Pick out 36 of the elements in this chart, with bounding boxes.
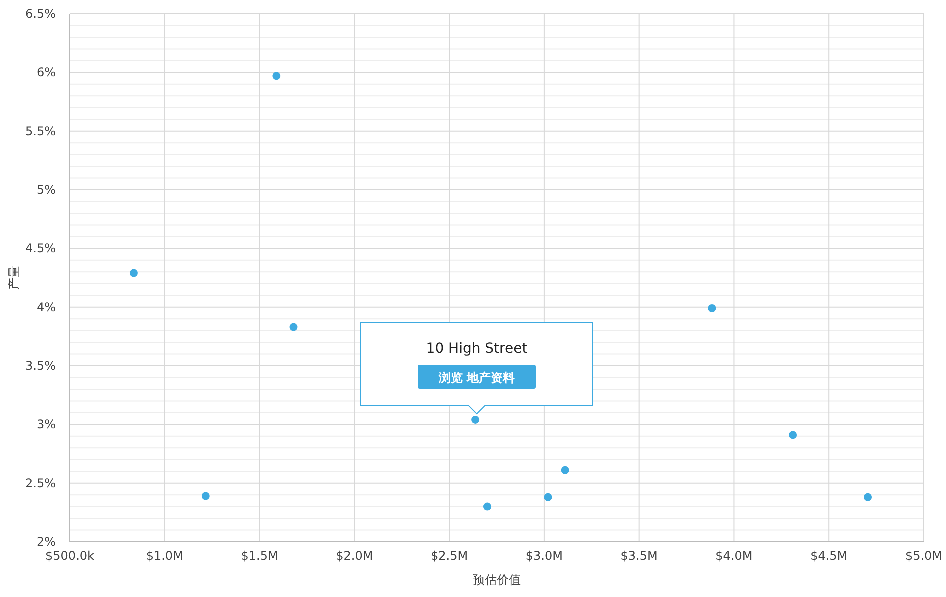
y-tick-label: 2.5% [26,476,56,490]
point [272,72,281,80]
y-tick-label: 4.5% [26,242,56,256]
y-tick-label: 3% [36,418,56,432]
point [290,323,298,332]
x-tick-label: $3.5M [620,549,658,563]
x-tick-label: $1.5M [241,549,278,563]
point [202,492,210,500]
y-tick-label: 6.5% [26,7,56,21]
y-tick-label: 3.5% [26,359,56,373]
x-tick-label: $4.5M [810,549,848,563]
y-tick-label: 5.5% [26,124,56,138]
point [864,493,872,502]
point [484,502,492,511]
point [544,493,552,502]
point [561,466,570,474]
y-tick-label: 2% [36,535,56,549]
x-tick-label: $5.0M [905,549,943,563]
point [708,304,716,313]
x-tick-label: $2.5M [431,549,468,563]
x-tick-label: $500.0k [46,549,95,563]
x-tick-label: $3.0M [526,549,563,563]
x-axis-title: 预估价值 [473,573,521,587]
y-tick-label: 6% [36,66,56,80]
y-axis-title: 产量 [7,266,21,290]
annotation: 10 High Street [426,341,528,357]
x-tick-label: $1.0M [146,549,184,563]
point [130,269,138,278]
point [472,416,480,424]
y-tick-label: 5% [36,183,56,197]
y-tick-label: 4% [36,300,56,314]
point [789,431,798,440]
tooltip: 10 High Street 浏览 地产资料 [360,322,594,415]
x-tick-label: $4.0M [716,549,753,563]
annotation: 浏览 地产资料 [438,371,516,385]
x-tick-label: $2.0M [336,549,374,563]
